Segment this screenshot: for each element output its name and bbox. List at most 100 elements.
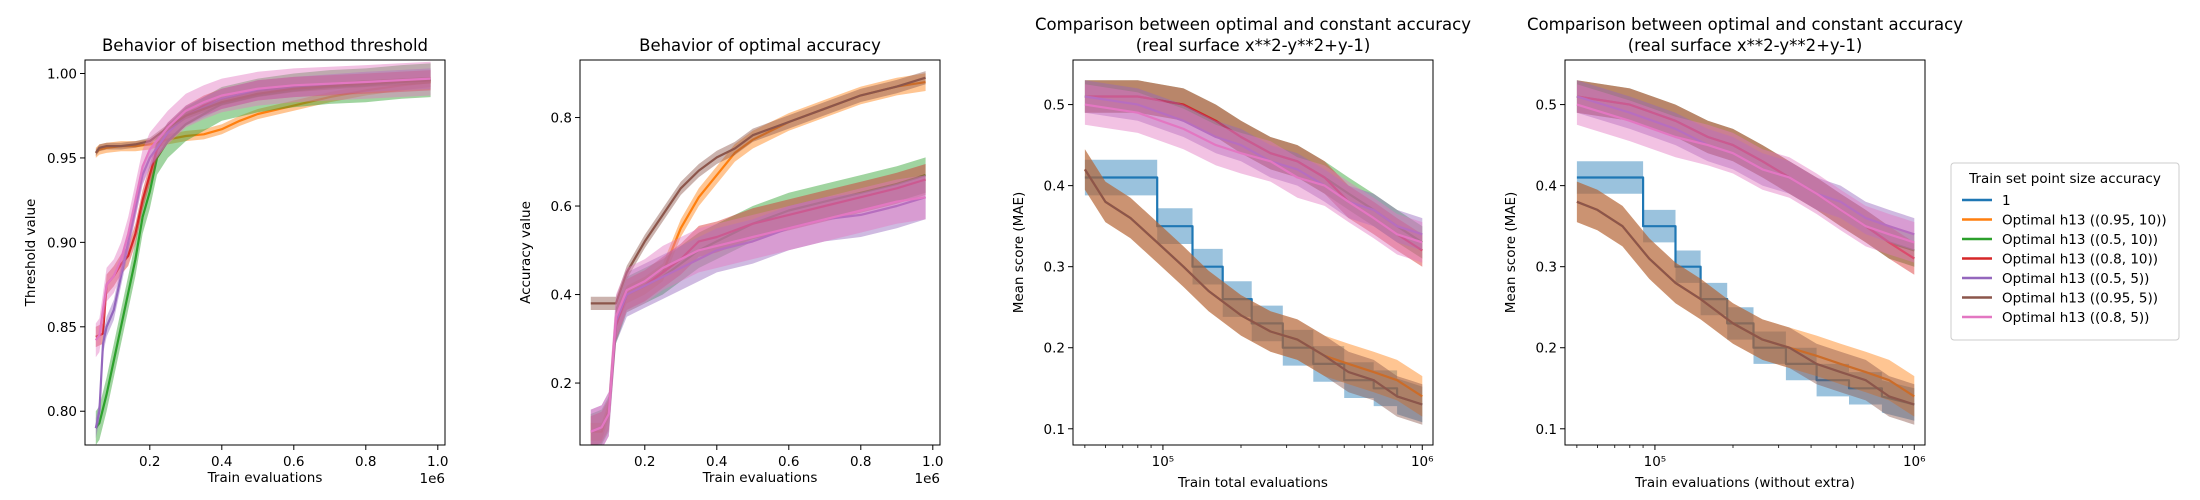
y-tick-label: 0.5 xyxy=(1536,98,1557,114)
series-band-2 xyxy=(95,63,431,445)
series-band-3 xyxy=(590,164,926,445)
series-band-4 xyxy=(1084,80,1423,259)
series-line-6 xyxy=(1084,95,1423,236)
series-line-5 xyxy=(1576,95,1915,260)
chart-title: Comparison between optimal and constant … xyxy=(1527,15,1963,34)
plot-area xyxy=(590,71,926,445)
x-tick-label: 10⁶ xyxy=(1411,454,1434,470)
y-tick-label: 0.1 xyxy=(1536,422,1557,438)
series-band-4 xyxy=(1576,80,1915,267)
series-line-6 xyxy=(590,196,926,433)
axes-frame xyxy=(1564,59,1926,446)
y-tick-label: 0.3 xyxy=(1044,260,1065,276)
x-tick-label: 0.2 xyxy=(634,454,655,470)
legend-entry: Optimal h13 ((0.5, 5)) xyxy=(1962,271,2149,287)
series-band-4 xyxy=(95,68,431,439)
legend-label: 1 xyxy=(2002,193,2011,209)
legend-entries: 1 Optimal h13 ((0.95, 10)) Optimal h13 ((0… xyxy=(1962,193,2167,326)
series-band-5 xyxy=(1084,80,1423,267)
legend-title: Train set point size accuracy xyxy=(1968,171,2161,187)
plot-area xyxy=(1083,80,1423,425)
legend-label: Optimal h13 ((0.5, 10)) xyxy=(2002,232,2158,248)
legend-entry: Optimal h13 ((0.5, 10)) xyxy=(1962,232,2158,248)
x-offset-label: 1e6 xyxy=(420,471,445,487)
legend-frame xyxy=(1950,162,2180,341)
y-tick-label: 0.4 xyxy=(551,288,572,304)
x-tick-label: 10⁵ xyxy=(1152,454,1175,470)
legend-entry: Optimal h13 ((0.95, 10)) xyxy=(1962,213,2167,229)
x-axis-label: Train evaluations xyxy=(207,470,323,486)
legend-label: Optimal h13 ((0.8, 10)) xyxy=(2002,252,2158,268)
x-tick-label: 0.6 xyxy=(778,454,799,470)
legend: Train set point size accuracy 1 Optimal h… xyxy=(1950,162,2180,341)
y-tick-label: 0.95 xyxy=(47,151,77,167)
series-band-2 xyxy=(1576,181,1915,417)
y-tick-label: 0.90 xyxy=(47,235,77,251)
y-tick-label: 0.1 xyxy=(1044,422,1065,438)
y-axis-label: Mean score (MAE) xyxy=(1011,192,1027,314)
chart-subtitle: (real surface x**2-y**2+y-1) xyxy=(1136,36,1371,55)
series-line-6 xyxy=(94,77,431,341)
series-line-3 xyxy=(1576,200,1915,406)
x-offset-label: 1e6 xyxy=(915,471,940,487)
y-axis-label: Accuracy value xyxy=(518,201,534,304)
x-tick-label: 0.4 xyxy=(706,454,727,470)
series-band-7 xyxy=(1084,84,1423,263)
series-band-6 xyxy=(590,175,926,445)
y-tick-label: 0.2 xyxy=(1536,341,1557,357)
chart-subtitle: (real surface x**2-y**2+y-1) xyxy=(1628,36,1863,55)
x-tick-label: 10⁶ xyxy=(1903,454,1926,470)
series-band-5 xyxy=(1576,80,1915,275)
chart-panel-3: 0.1 0.2 0.3 0.4 0.5 10⁵ 10⁶ Train total evaluat… xyxy=(1011,15,1471,491)
y-tick-label: 0.5 xyxy=(1044,98,1065,114)
series-line-7 xyxy=(1084,103,1423,244)
series-line-2 xyxy=(94,79,431,429)
y-axis-label: Threshold value xyxy=(23,199,39,308)
y-tick-label: 1.00 xyxy=(47,67,77,83)
y-tick-label: 0.80 xyxy=(47,404,77,420)
chart-title: Comparison between optimal and constant … xyxy=(1035,15,1471,34)
panels: 0.800.850.900.951.000.2 0.4 0.6 0.8 1.01e6Tr… xyxy=(23,15,1963,491)
y-tick-label: 0.2 xyxy=(551,376,572,392)
x-tick-label: 0.8 xyxy=(850,454,871,470)
series-band-2 xyxy=(1084,149,1423,417)
legend-entry: Optimal h13 ((0.95, 5)) xyxy=(1962,291,2158,307)
series-band-3 xyxy=(1576,181,1915,425)
legend-entry: Optimal h13 ((0.8, 10)) xyxy=(1962,252,2158,268)
x-tick-label: 0.8 xyxy=(355,454,376,470)
x-tick-label: 10⁵ xyxy=(1644,454,1667,470)
chart-panel-4: 0.1 0.2 0.3 0.4 0.5 10⁵ 10⁶ Train evaluations (… xyxy=(1503,15,1963,491)
x-tick-label: 1.0 xyxy=(922,454,943,470)
legend-label: Optimal h13 ((0.5, 5)) xyxy=(2002,271,2149,287)
y-tick-label: 0.2 xyxy=(1044,341,1065,357)
y-tick-label: 0.85 xyxy=(47,320,77,336)
y-tick-label: 0.4 xyxy=(1044,179,1065,195)
series-line-3 xyxy=(1083,168,1423,406)
series-line-5 xyxy=(590,76,926,305)
y-axis-label: Mean score (MAE) xyxy=(1503,192,1519,314)
legend-label: Optimal h13 ((0.95, 5)) xyxy=(2002,291,2158,307)
legend-entry: Optimal h13 ((0.8, 5)) xyxy=(1962,310,2149,326)
axes-frame xyxy=(84,59,446,446)
x-axis-label: Train evaluations xyxy=(702,470,818,486)
x-tick-label: 1.0 xyxy=(427,454,448,470)
axes-frame xyxy=(579,59,941,446)
series-line-7 xyxy=(1576,103,1915,244)
series-band-6 xyxy=(95,61,431,358)
plot-area xyxy=(94,61,431,445)
x-tick-label: 0.4 xyxy=(211,454,232,470)
chart-title: Behavior of optimal accuracy xyxy=(639,36,881,55)
series-band-3 xyxy=(1084,149,1423,425)
x-axis-label: Train total evaluations xyxy=(1177,475,1328,491)
series-band-5 xyxy=(590,71,926,310)
y-tick-label: 0.4 xyxy=(1536,179,1557,195)
legend-label: Optimal h13 ((0.95, 10)) xyxy=(2002,213,2167,229)
series-band-7 xyxy=(1576,84,1915,263)
x-axis-label: Train evaluations (without extra) xyxy=(1634,475,1855,491)
legend-label: Optimal h13 ((0.8, 5)) xyxy=(2002,310,2149,326)
series-line-4 xyxy=(94,77,431,429)
y-tick-label: 0.6 xyxy=(551,199,572,215)
